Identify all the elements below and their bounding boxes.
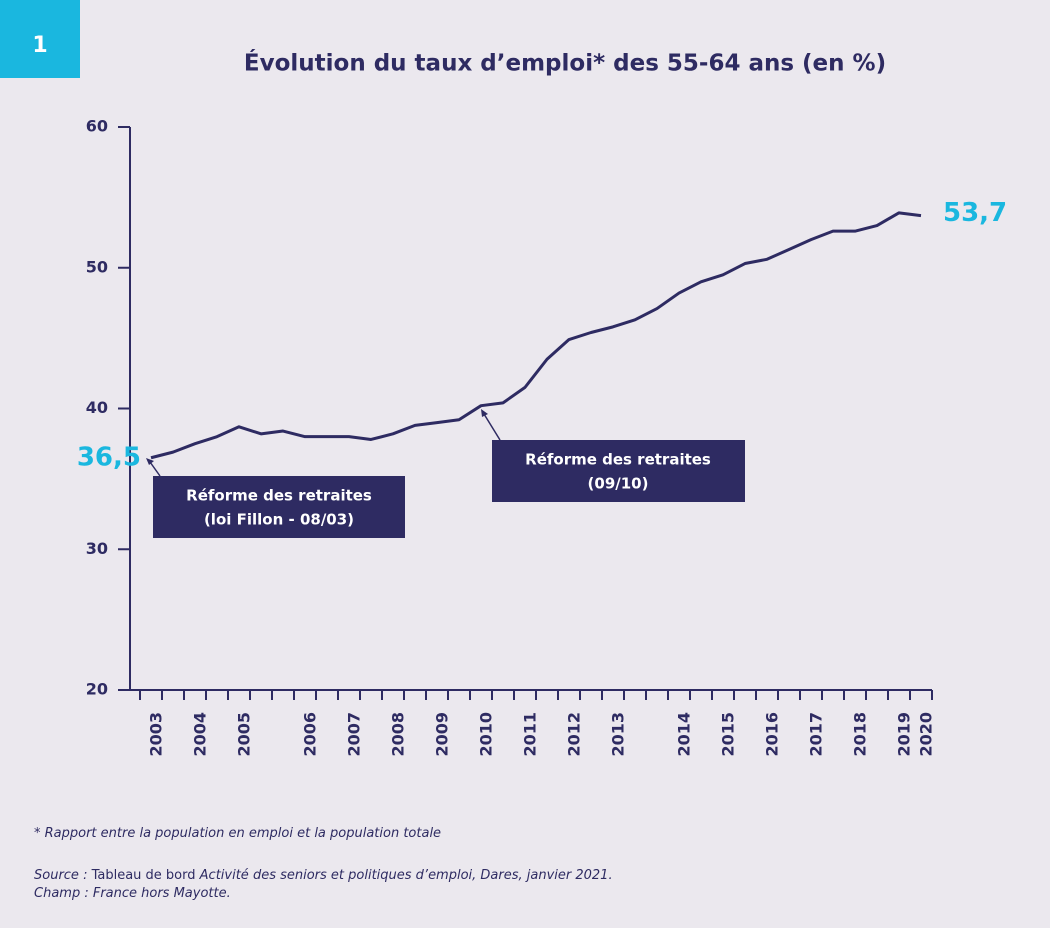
line: [150, 211, 922, 460]
y-tick-label: 30: [86, 539, 108, 558]
chart: 1 Évolution du taux d’emploi* des 55-64 …: [0, 0, 1007, 757]
arrow: [149, 461, 161, 477]
x-tick-label: 2006: [301, 712, 320, 757]
x-tick-label: 2007: [345, 712, 364, 757]
source-rest: Activité des seniors et politiques d’emp…: [199, 868, 613, 883]
x-tick-label: 2013: [609, 712, 628, 757]
annotation-2: Réforme des retraites (09/10): [481, 409, 745, 502]
x-tick-label: 2004: [191, 712, 210, 757]
annotation-text: (loi Fillon - 08/03): [204, 511, 354, 529]
source: Source : Tableau de bord Activité des se…: [34, 867, 613, 903]
x-tick-label: 2014: [675, 712, 694, 757]
y-tick-label: 20: [86, 680, 108, 699]
x-tick-label: 2012: [565, 712, 584, 757]
x-tick-label: 2015: [719, 712, 738, 757]
x-tick-label: 2008: [389, 712, 408, 757]
value-label: 53,7: [943, 198, 1007, 228]
y-tick-label: 60: [86, 117, 108, 136]
arrow-head: [146, 458, 154, 465]
x-tick-label: 2019: [895, 712, 914, 757]
annotation-text: (09/10): [588, 475, 649, 493]
x-tick-label: 2005: [235, 712, 254, 757]
annotation-text: Réforme des retraites: [525, 451, 711, 469]
footnote: * Rapport entre la population en emploi …: [34, 826, 442, 841]
badge-box: [0, 0, 80, 78]
scope: Champ : France hors Mayotte.: [34, 886, 231, 901]
x-tick-label: 2011: [521, 712, 540, 757]
x-tick-label: 2016: [763, 712, 782, 757]
y-tick-label: 50: [86, 257, 108, 276]
y-tick-label: 40: [86, 398, 108, 417]
arrow-head: [481, 409, 488, 417]
value-label: 36,5: [77, 442, 141, 472]
x-tick-label: 2020: [917, 712, 936, 757]
arrow: [483, 413, 501, 441]
x-tick-label: 2009: [433, 712, 452, 757]
annotation-box: [492, 440, 745, 502]
x-tick-label: 2003: [147, 712, 166, 757]
badge: 1: [32, 33, 47, 58]
annotation-1: Réforme des retraites (loi Fillon - 08/0…: [146, 458, 405, 538]
x-tick-label: 2010: [477, 712, 496, 757]
x-tick-label: 2018: [851, 712, 870, 757]
source-plain: Tableau de bord: [91, 868, 196, 883]
x-tick-label: 2017: [807, 712, 826, 757]
annotation-box: [153, 476, 405, 538]
source-label: Source :: [34, 868, 88, 883]
annotation-text: Réforme des retraites: [186, 487, 372, 505]
chart-title: Évolution du taux d’emploi* des 55-64 an…: [244, 49, 886, 77]
